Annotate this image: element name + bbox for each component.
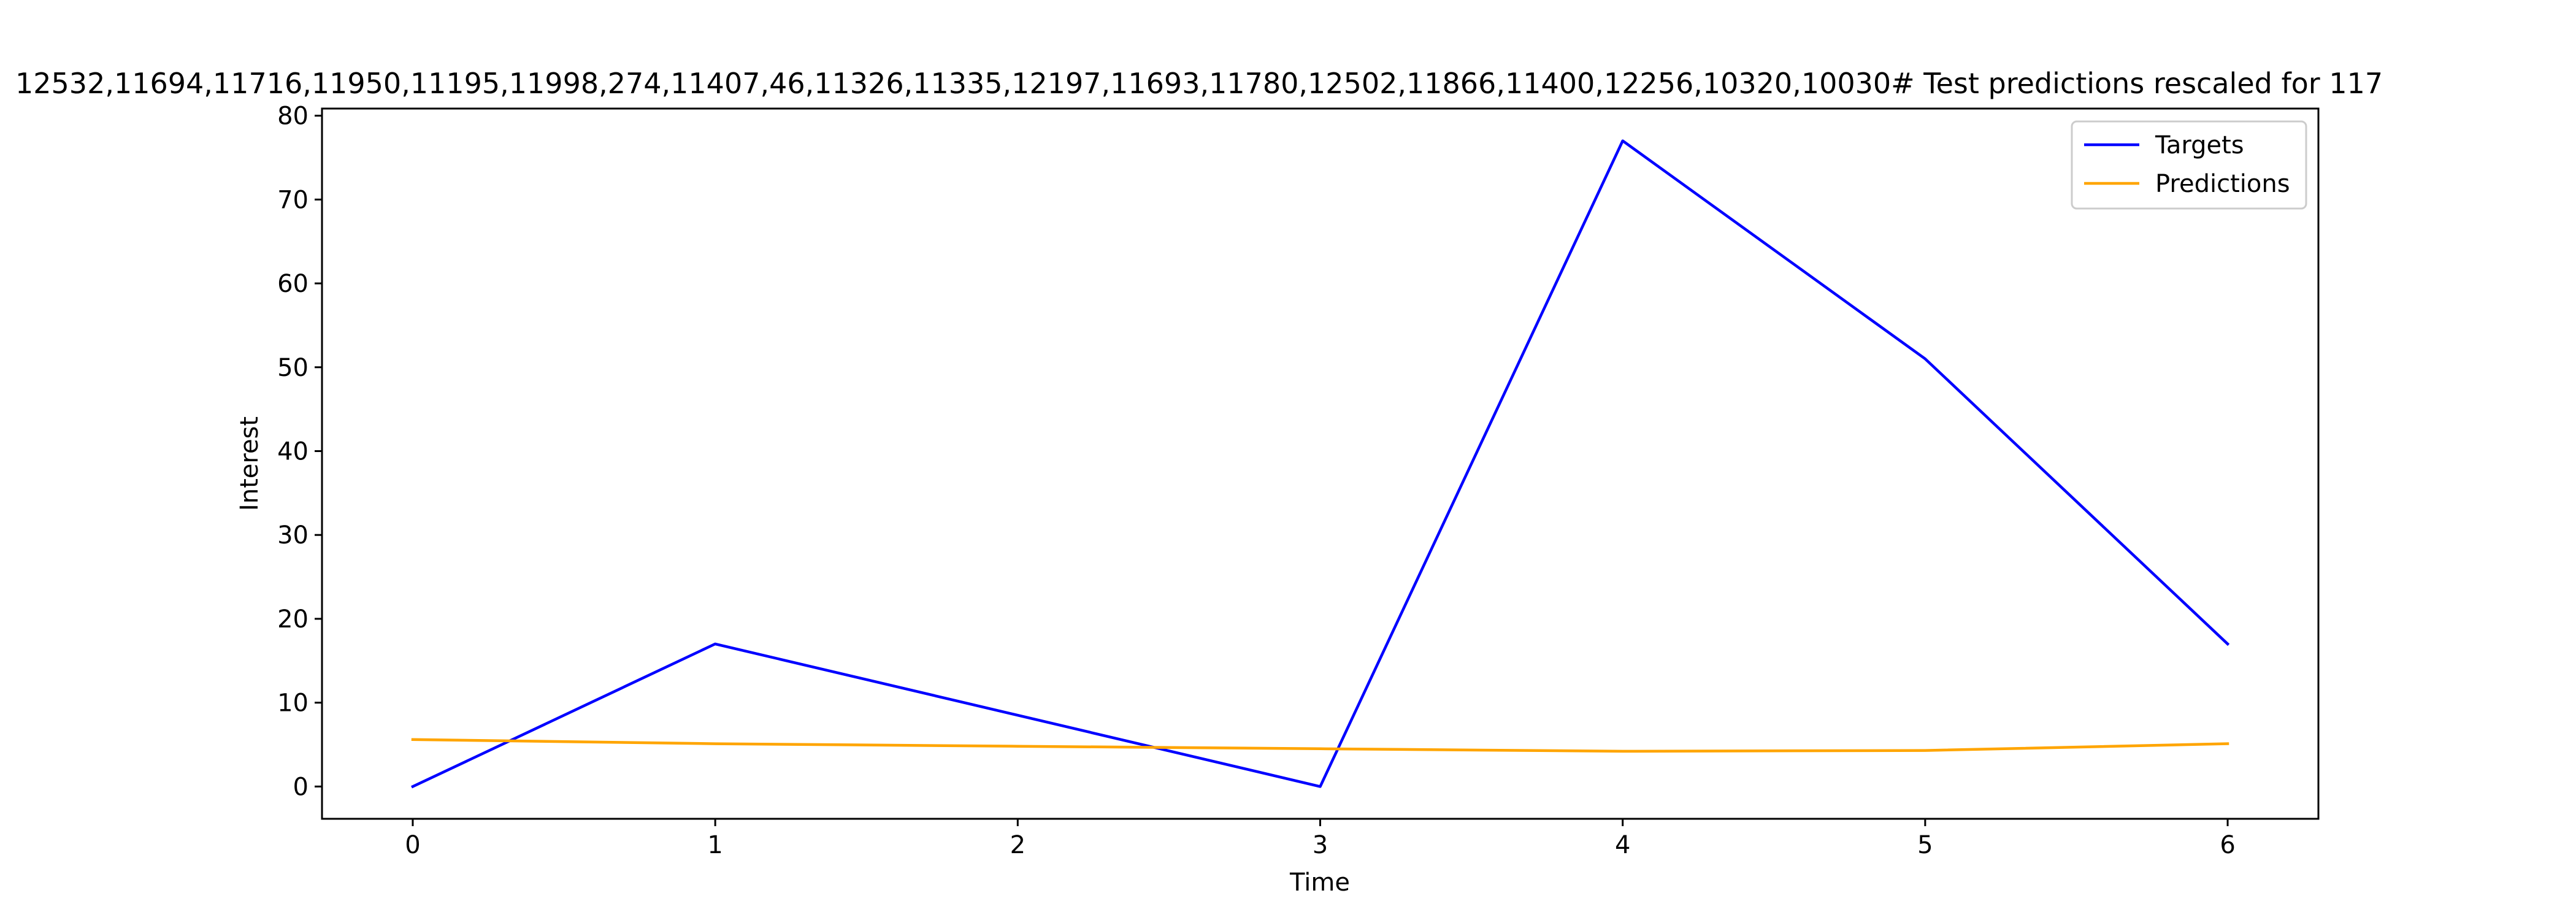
plot-area xyxy=(322,109,2318,819)
y-tick-label: 0 xyxy=(293,773,309,801)
y-tick-label: 30 xyxy=(277,521,309,550)
x-axis-label: Time xyxy=(1289,868,1350,897)
y-axis-label: Interest xyxy=(236,416,264,511)
series-line-predictions xyxy=(411,738,2229,753)
legend: Targets Predictions xyxy=(2071,120,2307,210)
y-tick-label: 80 xyxy=(277,102,309,131)
legend-label-targets: Targets xyxy=(2155,131,2244,159)
y-tick-label: 40 xyxy=(277,437,309,466)
y-axis: 0 10 20 30 40 50 60 70 80 xyxy=(277,102,322,801)
y-tick-label: 50 xyxy=(277,354,309,382)
x-tick-label: 4 xyxy=(1615,831,1630,859)
x-tick-label: 2 xyxy=(1010,831,1025,859)
y-tick-label: 10 xyxy=(277,689,309,718)
legend-box xyxy=(2071,120,2307,210)
y-tick-label: 20 xyxy=(277,605,309,634)
x-tick-label: 1 xyxy=(707,831,723,859)
x-tick-label: 6 xyxy=(2220,831,2235,859)
series-line-targets xyxy=(411,139,2230,789)
chart-title: 12532,11694,11716,11950,11195,11998,274,… xyxy=(15,67,2383,100)
x-tick-label: 3 xyxy=(1313,831,1328,859)
y-tick-label: 70 xyxy=(277,186,309,214)
y-tick-label: 60 xyxy=(277,270,309,298)
legend-label-predictions: Predictions xyxy=(2155,170,2290,198)
x-tick-label: 5 xyxy=(1917,831,1933,859)
x-tick-label: 0 xyxy=(405,831,420,859)
x-axis: 0 1 2 3 4 5 6 xyxy=(405,819,2236,859)
series-layer xyxy=(411,139,2230,789)
